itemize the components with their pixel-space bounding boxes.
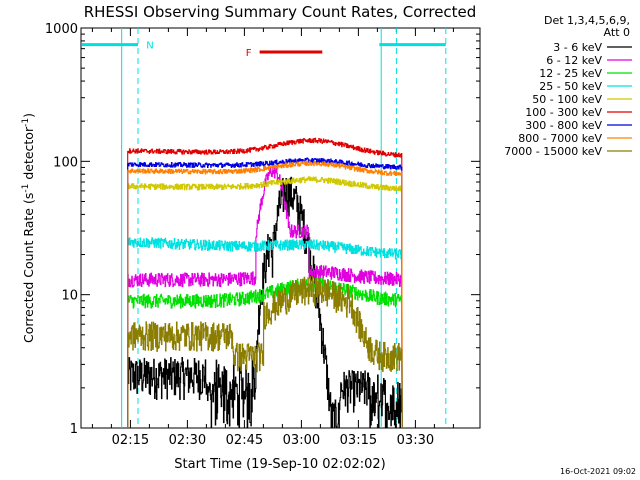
y-axis-label-mid: detector [21,126,36,184]
series-line-s8 [127,160,403,429]
x-tick-label: 02:15 [112,433,149,448]
y-tick-label: 100 [53,155,78,170]
legend-header: Det 1,3,4,5,6,9, [544,14,630,27]
tick-labels: 02:15 02:30 02:45 03:00 03:15 03:30 1 10 100 1000 [45,22,434,448]
y-axis-label: Corrected Count Rate (s-1 detector-1) [21,113,36,343]
legend-entry-label: 800 - 7000 keV [518,132,602,145]
annotation-label: N [146,41,153,52]
series-line-lo [127,176,403,429]
series-line-s4 [127,237,403,429]
x-tick-label: 03:00 [283,433,320,448]
series-line-s7 [127,157,403,429]
annotation-label: F [246,48,252,59]
legend-entry-label: 6 - 12 keV [546,54,602,67]
y-axis-label-sup1: -1 [21,184,31,193]
plot-frame [80,27,481,429]
series-line-s3 [127,277,403,429]
x-tick-label: 03:30 [397,433,434,448]
y-axis-label-end: ) [21,113,36,118]
series-line-s9 [127,276,403,429]
legend-entry-label: 50 - 100 keV [532,93,602,106]
y-axis-label-sup2: -1 [21,118,31,127]
x-tick-label: 02:30 [169,433,206,448]
series-line-s6 [127,137,403,429]
series-group [127,137,403,429]
plot-border [80,27,481,429]
annotation-bars: NF [82,41,446,59]
legend-entry-label: 25 - 50 keV [539,80,602,93]
legend-entry-label: 3 - 6 keV [553,41,602,54]
y-tick-label: 10 [61,289,78,304]
legend-entry-label: 12 - 25 keV [539,67,602,80]
y-axis-label-main: Corrected Count Rate (s [21,193,36,343]
y-tick-label: 1 [70,422,78,437]
series-line-s5 [127,176,403,429]
axis-ticks [81,27,480,429]
x-axis-label: Start Time (19-Sep-10 02:02:02) [174,457,385,472]
footer-timestamp: 16-Oct-2021 09:02 [560,467,636,476]
chart-title: RHESSI Observing Summary Count Rates, Co… [84,3,477,21]
legend-entry-label: 300 - 800 keV [525,119,602,132]
legend-entry-label: 7000 - 15000 keV [504,145,602,158]
x-tick-label: 02:45 [226,433,263,448]
y-tick-label: 1000 [45,22,78,37]
legend-header: Att 0 [604,26,630,39]
legend-entry-label: 100 - 300 keV [525,106,602,119]
x-tick-label: 03:15 [340,433,377,448]
